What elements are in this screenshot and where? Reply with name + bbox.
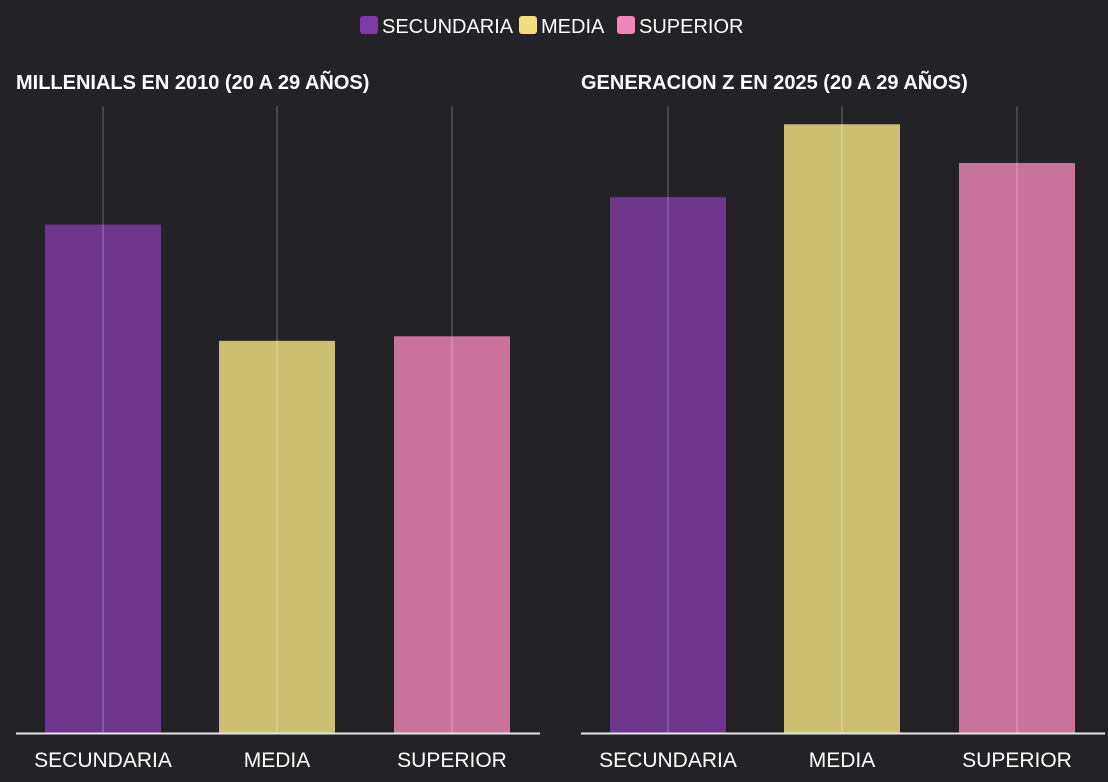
legend-label-superior: SUPERIOR [639,16,743,38]
chart-panel-generacion-z: GENERACION Z EN 2025 (20 A 29 AÑOS) SECU… [581,71,1105,772]
legend-swatch-media [519,16,537,34]
x-tick-label-secundaria: SECUNDARIA [599,749,737,772]
chart-panel-millenials: MILLENIALS EN 2010 (20 A 29 AÑOS) SECUND… [16,71,540,772]
bar-superior [394,336,510,733]
bar-media [784,124,900,734]
panel-title-millenials: MILLENIALS EN 2010 (20 A 29 AÑOS) [16,71,369,94]
legend-label-secundaria: SECUNDARIA [382,16,514,38]
legend-label-media: MEDIA [541,16,605,38]
legend-swatch-secundaria [360,16,378,34]
x-tick-label-superior: SUPERIOR [962,749,1072,772]
bar-secundaria [45,224,161,733]
legend-swatch-superior [617,16,635,34]
bar-secundaria [610,197,726,733]
x-tick-label-secundaria: SECUNDARIA [34,749,172,772]
x-tick-label-media: MEDIA [244,749,311,772]
bar-media [219,340,335,733]
x-tick-label-media: MEDIA [809,749,876,772]
x-tick-label-superior: SUPERIOR [397,749,507,772]
bar-superior [959,163,1075,733]
panel-title-generacion-z: GENERACION Z EN 2025 (20 A 29 AÑOS) [581,71,968,94]
chart-legend: SECUNDARIA MEDIA SUPERIOR [360,16,743,38]
